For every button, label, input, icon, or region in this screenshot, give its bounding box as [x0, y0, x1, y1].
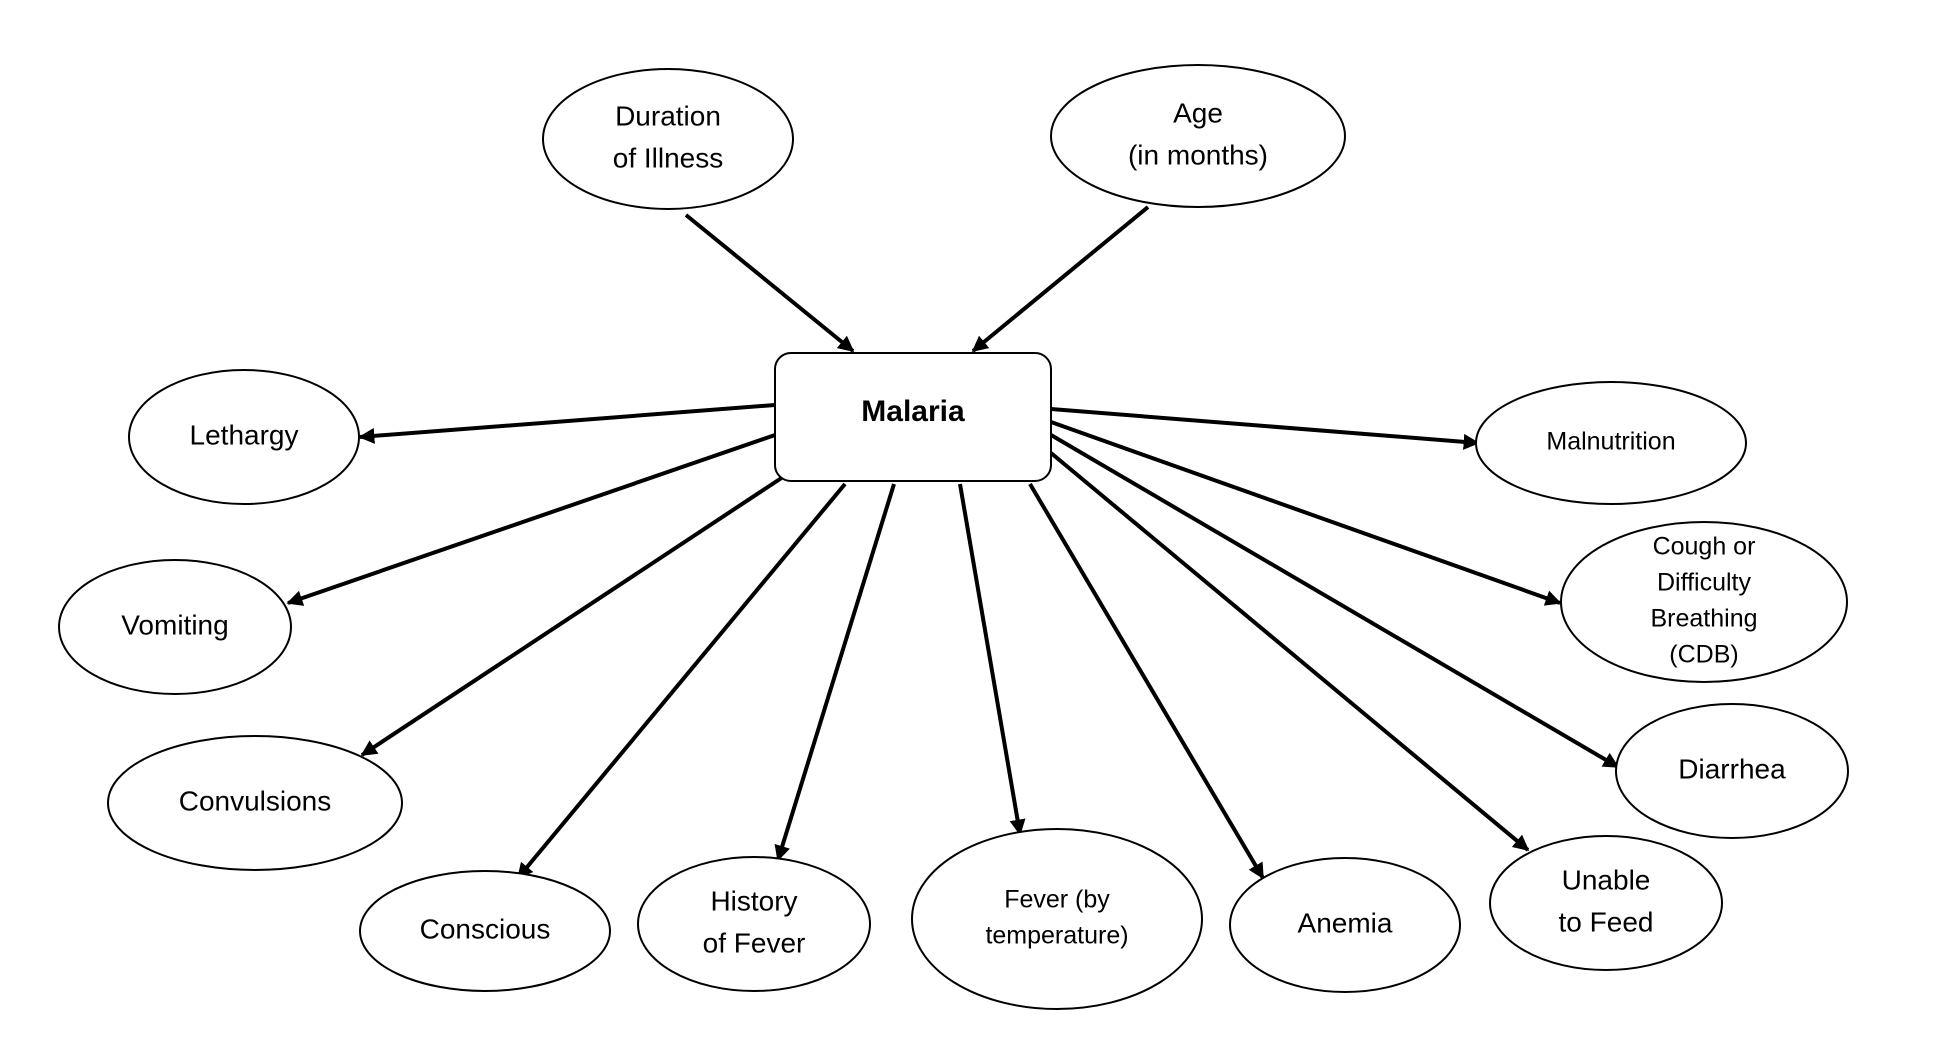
- duration-node: Duration of Illness: [542, 68, 794, 210]
- cdb-label-line-1: Cough or: [1653, 533, 1756, 561]
- cdb-label-line-3: Breathing: [1650, 605, 1757, 633]
- malaria-to-anemia-arrow: [1028, 482, 1265, 880]
- duration-ellipse: [542, 68, 794, 210]
- duration-to-malaria-arrow: [684, 213, 855, 353]
- malaria-to-cdb-arrow: [1050, 420, 1562, 606]
- vomiting-ellipse: [58, 559, 292, 695]
- lethargy-node: Lethargy: [128, 369, 360, 505]
- anemia-node: Anemia: [1229, 857, 1461, 993]
- vomiting-node: Vomiting: [58, 559, 292, 695]
- duration-label-line-2: of Illness: [613, 142, 724, 173]
- convulsions-node: Convulsions: [107, 735, 403, 871]
- malaria-node: Malaria: [774, 352, 1052, 482]
- unable-to-feed-label-line-1: Unable: [1562, 864, 1651, 895]
- convulsions-ellipse: [107, 735, 403, 871]
- age-label-line-1: Age: [1173, 97, 1223, 128]
- diarrhea-ellipse: [1615, 703, 1849, 839]
- fever-temperature-ellipse: [911, 828, 1203, 1010]
- history-fever-node: History of Fever: [637, 856, 871, 992]
- diarrhea-node: Diarrhea: [1615, 703, 1849, 839]
- malaria-label-line-1: Malaria: [861, 395, 965, 428]
- duration-label-line-1: Duration: [615, 100, 721, 131]
- malaria-to-fever-temperature-arrow: [958, 483, 1026, 836]
- vomiting-label-line-1: Vomiting: [121, 609, 228, 640]
- lethargy-ellipse: [128, 369, 360, 505]
- age-node: Age (in months): [1050, 64, 1346, 208]
- cdb-node: Cough or Difficulty Breathing (CDB): [1560, 521, 1848, 683]
- unable-to-feed-node: Unable to Feed: [1489, 835, 1723, 971]
- nodes-layer: Malaria Duration of Illness Age (in months) L…: [58, 64, 1849, 1010]
- edges-layer: [286, 205, 1620, 880]
- fever-temperature-label-line-1: Fever (by: [1004, 886, 1110, 914]
- history-fever-label-line-2: of Fever: [703, 927, 806, 958]
- history-fever-ellipse: [637, 856, 871, 992]
- malnutrition-label-line-1: Malnutrition: [1546, 428, 1675, 456]
- unable-to-feed-ellipse: [1489, 835, 1723, 971]
- cdb-label-line-4: (CDB): [1669, 641, 1738, 669]
- diarrhea-label-line-1: Diarrhea: [1678, 753, 1786, 784]
- convulsions-label-line-1: Convulsions: [179, 785, 332, 816]
- anemia-ellipse: [1229, 857, 1461, 993]
- cdb-label-line-2: Difficulty: [1657, 569, 1752, 597]
- fever-temperature-label-line-2: temperature): [985, 922, 1128, 950]
- cdb-ellipse: [1560, 521, 1848, 683]
- age-ellipse: [1050, 64, 1346, 208]
- malaria-to-unable-to-feed-arrow: [1049, 451, 1530, 852]
- malaria-to-vomiting-arrow: [286, 433, 776, 606]
- unable-to-feed-label-line-2: to Feed: [1559, 906, 1654, 937]
- conscious-label-line-1: Conscious: [420, 913, 551, 944]
- conscious-node: Conscious: [359, 870, 611, 992]
- age-label-line-2: (in months): [1128, 139, 1268, 170]
- malaria-to-lethargy-arrow: [358, 403, 776, 444]
- malaria-to-diarrhea-arrow: [1049, 433, 1620, 769]
- malnutrition-node: Malnutrition: [1475, 381, 1747, 505]
- history-fever-label-line-1: History: [710, 885, 797, 916]
- malaria-to-convulsions-arrow: [360, 473, 788, 757]
- malaria-box: [774, 352, 1052, 482]
- age-to-malaria-arrow: [971, 205, 1150, 353]
- lethargy-label-line-1: Lethargy: [190, 419, 299, 450]
- malaria-to-conscious-arrow: [516, 482, 847, 880]
- fever-temperature-node: Fever (by temperature): [911, 828, 1203, 1010]
- malnutrition-ellipse: [1475, 381, 1747, 505]
- malaria-to-malnutrition-arrow: [1050, 407, 1480, 450]
- conscious-ellipse: [359, 870, 611, 992]
- malaria-to-history-fever-arrow: [774, 483, 896, 862]
- anemia-label-line-1: Anemia: [1298, 907, 1393, 938]
